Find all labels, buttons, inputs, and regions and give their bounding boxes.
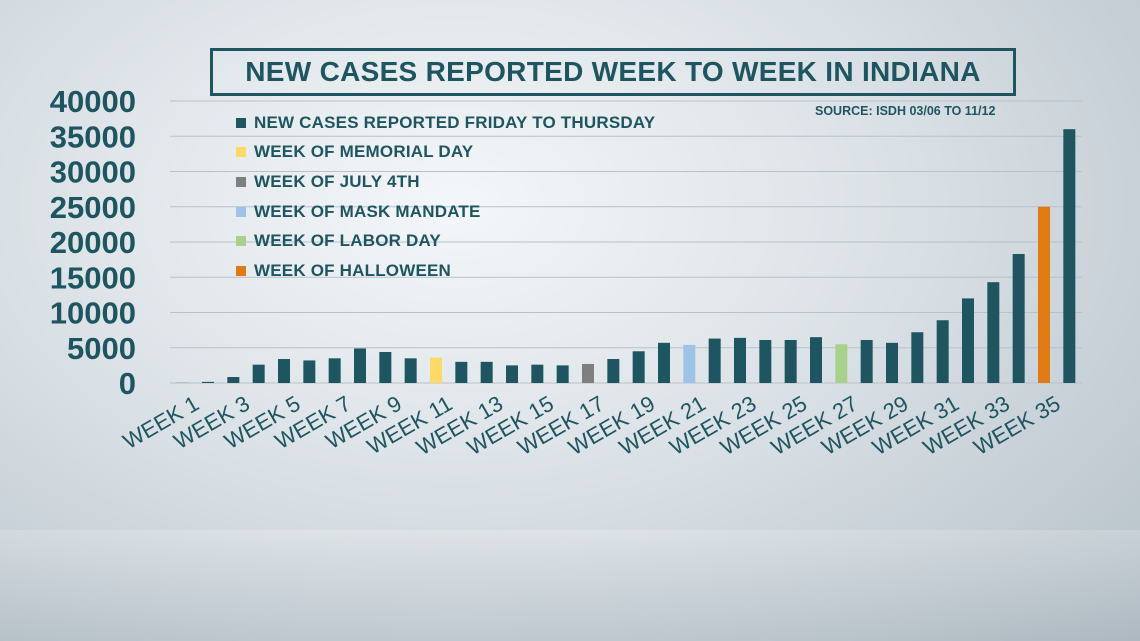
legend-label: WEEK OF MEMORIAL DAY [254,142,474,162]
legend-item-weekly: NEW CASES REPORTED FRIDAY TO THURSDAY [236,108,655,138]
legend-item-july-4th: WEEK OF JULY 4TH [236,167,655,197]
bar [911,332,924,383]
chart-title: NEW CASES REPORTED WEEK TO WEEK IN INDIA… [245,56,981,87]
bar [531,364,544,383]
source-note: SOURCE: ISDH 03/06 TO 11/12 [815,104,996,118]
bar [430,357,442,383]
legend-swatch [236,206,246,217]
bar [658,342,670,383]
y-tick-label: 10000 [50,296,136,331]
legend-swatch [236,265,246,276]
bar [860,339,873,383]
bar [886,342,898,383]
y-tick-label: 30000 [50,155,136,190]
bar [202,381,214,383]
bar [784,339,797,383]
bar [759,339,772,383]
bar [252,364,265,383]
chart-title-box: NEW CASES REPORTED WEEK TO WEEK IN INDIA… [210,48,1016,96]
bar [607,359,620,383]
bar [1012,253,1025,383]
legend-swatch [236,117,246,128]
legend-item-labor-day: WEEK OF LABOR DAY [236,226,655,256]
bar [480,361,493,383]
legend-swatch [236,236,246,247]
bar [328,358,341,383]
legend-label: WEEK OF HALLOWEEN [254,260,451,280]
bar [379,351,392,383]
bar [227,377,240,383]
bar [632,351,645,383]
legend-item-mask-mandate: WEEK OF MASK MANDATE [236,197,655,227]
bar [810,337,822,383]
bar [354,348,366,383]
legend-label: NEW CASES REPORTED FRIDAY TO THURSDAY [254,112,656,132]
legend-swatch [236,147,246,158]
bar [734,337,746,383]
y-tick-label: 15000 [50,260,136,295]
legend-item-memorial-day: WEEK OF MEMORIAL DAY [236,138,655,168]
bar [278,359,290,383]
bar [582,363,594,383]
bar [455,361,468,383]
y-tick-label: 40000 [50,84,136,119]
y-tick-label: 0 [119,366,136,401]
bar [962,298,974,383]
legend-label: WEEK OF JULY 4TH [254,171,420,191]
bar [1038,206,1050,383]
bar [987,282,1000,383]
legend-item-halloween: WEEK OF HALLOWEEN [236,256,655,286]
legend: NEW CASES REPORTED FRIDAY TO THURSDAY WE… [236,108,655,286]
gridlines [170,100,1082,384]
bar [556,365,569,383]
legend-swatch [236,176,246,187]
bar [835,344,848,383]
bar [1063,129,1076,383]
bar [506,365,518,383]
y-tick-label: 35000 [50,119,136,154]
y-tick-label: 20000 [50,225,136,260]
bar [404,358,417,383]
y-tick-label: 25000 [50,190,136,225]
bar [708,338,721,383]
bar [303,360,316,383]
bar [936,320,949,383]
bar [683,344,696,383]
y-tick-label: 5000 [67,331,136,366]
legend-label: WEEK OF LABOR DAY [254,231,441,251]
bars [176,129,1076,383]
legend-label: WEEK OF MASK MANDATE [254,201,481,221]
background-band [0,530,1140,641]
